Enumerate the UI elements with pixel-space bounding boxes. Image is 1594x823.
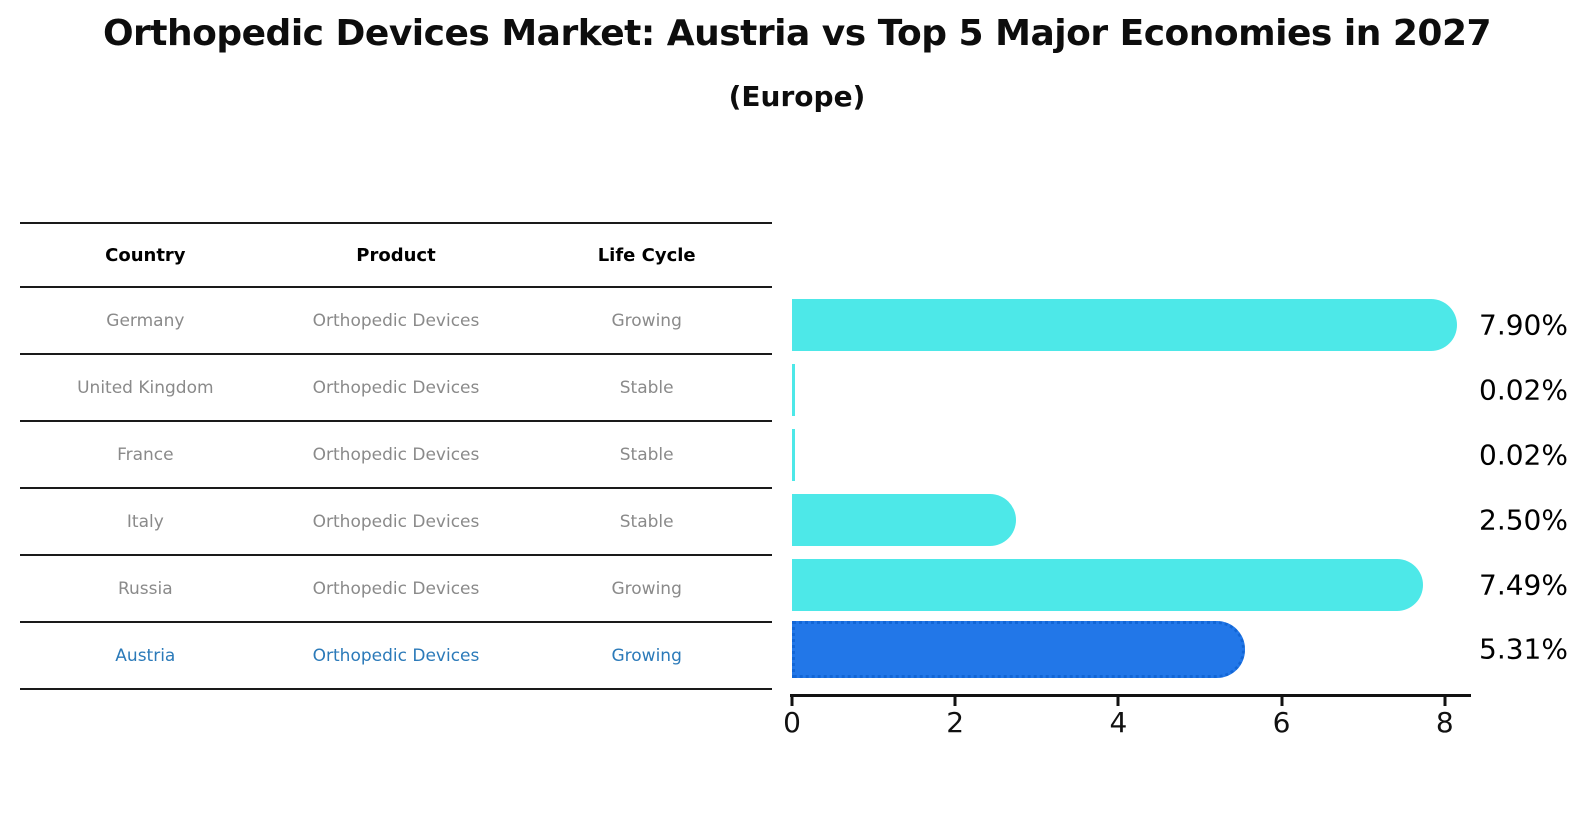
table-row-russia: Russia Orthopedic Devices Growing xyxy=(20,556,772,623)
table-cell-product: Orthopedic Devices xyxy=(312,511,480,532)
x-axis-tick-label-0: 0 xyxy=(783,706,801,739)
bar-france xyxy=(792,429,795,481)
bar-russia xyxy=(792,559,1424,611)
table-row-austria: Austria Orthopedic Devices Growing xyxy=(20,623,772,690)
bar-united-kingdom xyxy=(792,364,795,416)
table-row-italy: Italy Orthopedic Devices Stable xyxy=(20,489,772,556)
value-label-germany: 7.90% xyxy=(1479,308,1568,342)
value-label-austria: 5.31% xyxy=(1479,632,1568,666)
bar-germany xyxy=(792,299,1457,351)
table-cell-country: Germany xyxy=(106,310,185,331)
x-axis-tick-label-8: 8 xyxy=(1435,706,1454,739)
table-body: Germany Orthopedic Devices Growing United K… xyxy=(20,288,772,690)
x-axis-tick-label-2: 2 xyxy=(946,706,965,739)
table-cell-country: Russia xyxy=(117,578,173,599)
chart-subtitle: (Europe) xyxy=(728,80,866,113)
x-axis-tick-4 xyxy=(1116,697,1120,706)
bar-italy xyxy=(792,494,1016,546)
x-axis-tick-6 xyxy=(1280,697,1284,706)
value-label-italy: 2.50% xyxy=(1479,503,1568,537)
table-cell-life-cycle: Stable xyxy=(619,377,674,398)
x-axis-tick-0 xyxy=(790,697,794,706)
table-header-row: Country Product Life Cycle xyxy=(20,222,772,288)
x-axis-tick-label-4: 4 xyxy=(1109,706,1128,739)
chart-title: Orthopedic Devices Market: Austria vs To… xyxy=(102,13,1492,54)
value-label-united-kingdom: 0.02% xyxy=(1479,373,1568,407)
x-axis-tick-label-6: 6 xyxy=(1272,706,1291,739)
table-header-country: Country xyxy=(105,244,186,266)
table-cell-product: Orthopedic Devices xyxy=(312,444,480,465)
table-cell-life-cycle: Stable xyxy=(619,511,674,532)
table-cell-country: France xyxy=(117,444,174,465)
country-table: Country Product Life Cycle Germany Orthop… xyxy=(20,222,772,690)
table-header-life-cycle: Life Cycle xyxy=(597,244,696,266)
value-label-russia: 7.49% xyxy=(1479,568,1568,602)
table-cell-country: Austria xyxy=(115,645,176,666)
table-header-product: Product xyxy=(356,244,436,266)
bar-austria xyxy=(792,621,1246,678)
table-row-france: France Orthopedic Devices Stable xyxy=(20,422,772,489)
table-cell-product: Orthopedic Devices xyxy=(312,377,480,398)
table-cell-product: Orthopedic Devices xyxy=(312,310,480,331)
value-label-france: 0.02% xyxy=(1479,438,1568,472)
x-axis-tick-8 xyxy=(1443,697,1447,706)
table-row-united-kingdom: United Kingdom Orthopedic Devices Stable xyxy=(20,355,772,422)
table-cell-life-cycle: Growing xyxy=(611,310,682,331)
x-axis-tick-2 xyxy=(953,697,957,706)
table-row-germany: Germany Orthopedic Devices Growing xyxy=(20,288,772,355)
table-cell-life-cycle: Growing xyxy=(611,645,682,666)
table-cell-country: United Kingdom xyxy=(77,377,214,398)
x-axis-line xyxy=(790,694,1471,697)
table-cell-product: Orthopedic Devices xyxy=(312,578,480,599)
table-cell-life-cycle: Stable xyxy=(619,444,674,465)
table-cell-life-cycle: Growing xyxy=(611,578,682,599)
table-cell-country: Italy xyxy=(126,511,164,532)
table-cell-product: Orthopedic Devices xyxy=(312,645,480,666)
